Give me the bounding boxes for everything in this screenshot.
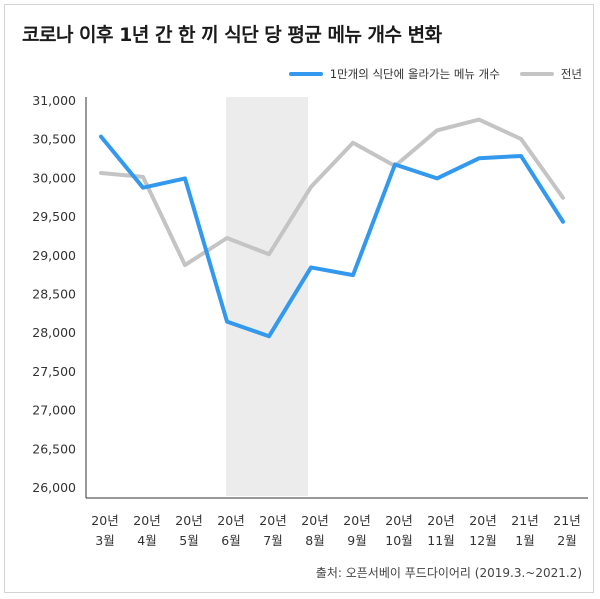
x-tick-label-year: 20년	[427, 513, 454, 528]
y-tick-label: 31,000	[32, 93, 76, 108]
x-tick-label-month: 3월	[95, 533, 114, 548]
x-tick-label-year: 20년	[175, 513, 202, 528]
x-tick-label-month: 6월	[221, 533, 240, 548]
x-tick-label-year: 20년	[91, 513, 118, 528]
legend-swatch-previous	[519, 72, 554, 76]
y-tick-label: 28,000	[32, 325, 76, 340]
x-tick-label-year: 20년	[259, 513, 286, 528]
x-tick-label-month: 1월	[515, 533, 534, 548]
x-tick-label-month: 8월	[305, 533, 324, 548]
legend-label-previous: 전년	[560, 67, 582, 81]
legend: 1만개의 식단에 올라가는 메뉴 개수 전년	[269, 66, 582, 82]
y-tick-label: 27,000	[32, 403, 76, 418]
y-tick-label: 29,500	[32, 209, 76, 224]
chart-title: 코로나 이후 1년 간 한 끼 식단 당 평균 메뉴 개수 변화	[22, 24, 442, 46]
legend-item-current: 1만개의 식단에 올라가는 메뉴 개수	[288, 66, 500, 82]
y-tick-label: 26,500	[32, 441, 76, 456]
y-tick-label: 30,500	[32, 132, 76, 147]
y-tick-label: 27,500	[32, 364, 76, 379]
source-note: 출처: 오픈서베이 푸드다이어리 (2019.3.~2021.2)	[315, 566, 582, 580]
y-tick-label: 26,000	[32, 480, 76, 495]
y-tick-label: 29,000	[32, 248, 76, 263]
x-tick-label-year: 20년	[469, 513, 496, 528]
legend-swatch-current	[288, 72, 323, 76]
legend-label-current: 1만개의 식단에 올라가는 메뉴 개수	[329, 67, 500, 81]
x-tick-label-year: 20년	[301, 513, 328, 528]
legend-item-previous: 전년	[519, 66, 582, 82]
x-tick-label-year: 21년	[511, 513, 538, 528]
highlight-band	[226, 97, 308, 496]
x-tick-label-year: 20년	[385, 513, 412, 528]
x-tick-label-month: 5월	[179, 533, 198, 548]
series-line-previous	[99, 117, 565, 268]
y-tick-label: 30,000	[32, 170, 76, 185]
x-tick-label-year: 20년	[133, 513, 160, 528]
x-tick-label-month: 2월	[557, 533, 576, 548]
x-tick-label-month: 12월	[469, 533, 496, 548]
x-tick-label-month: 9월	[347, 533, 366, 548]
x-tick-label-year: 20년	[343, 513, 370, 528]
x-tick-label-year: 21년	[553, 513, 580, 528]
x-tick-label-year: 20년	[217, 513, 244, 528]
x-tick-label-month: 7월	[263, 533, 282, 548]
y-tick-label: 28,500	[32, 287, 76, 302]
x-tick-label-month: 11월	[427, 533, 454, 548]
x-tick-label-month: 4월	[137, 533, 156, 548]
x-tick-label-month: 10월	[385, 533, 412, 548]
series-line-current	[99, 134, 565, 339]
